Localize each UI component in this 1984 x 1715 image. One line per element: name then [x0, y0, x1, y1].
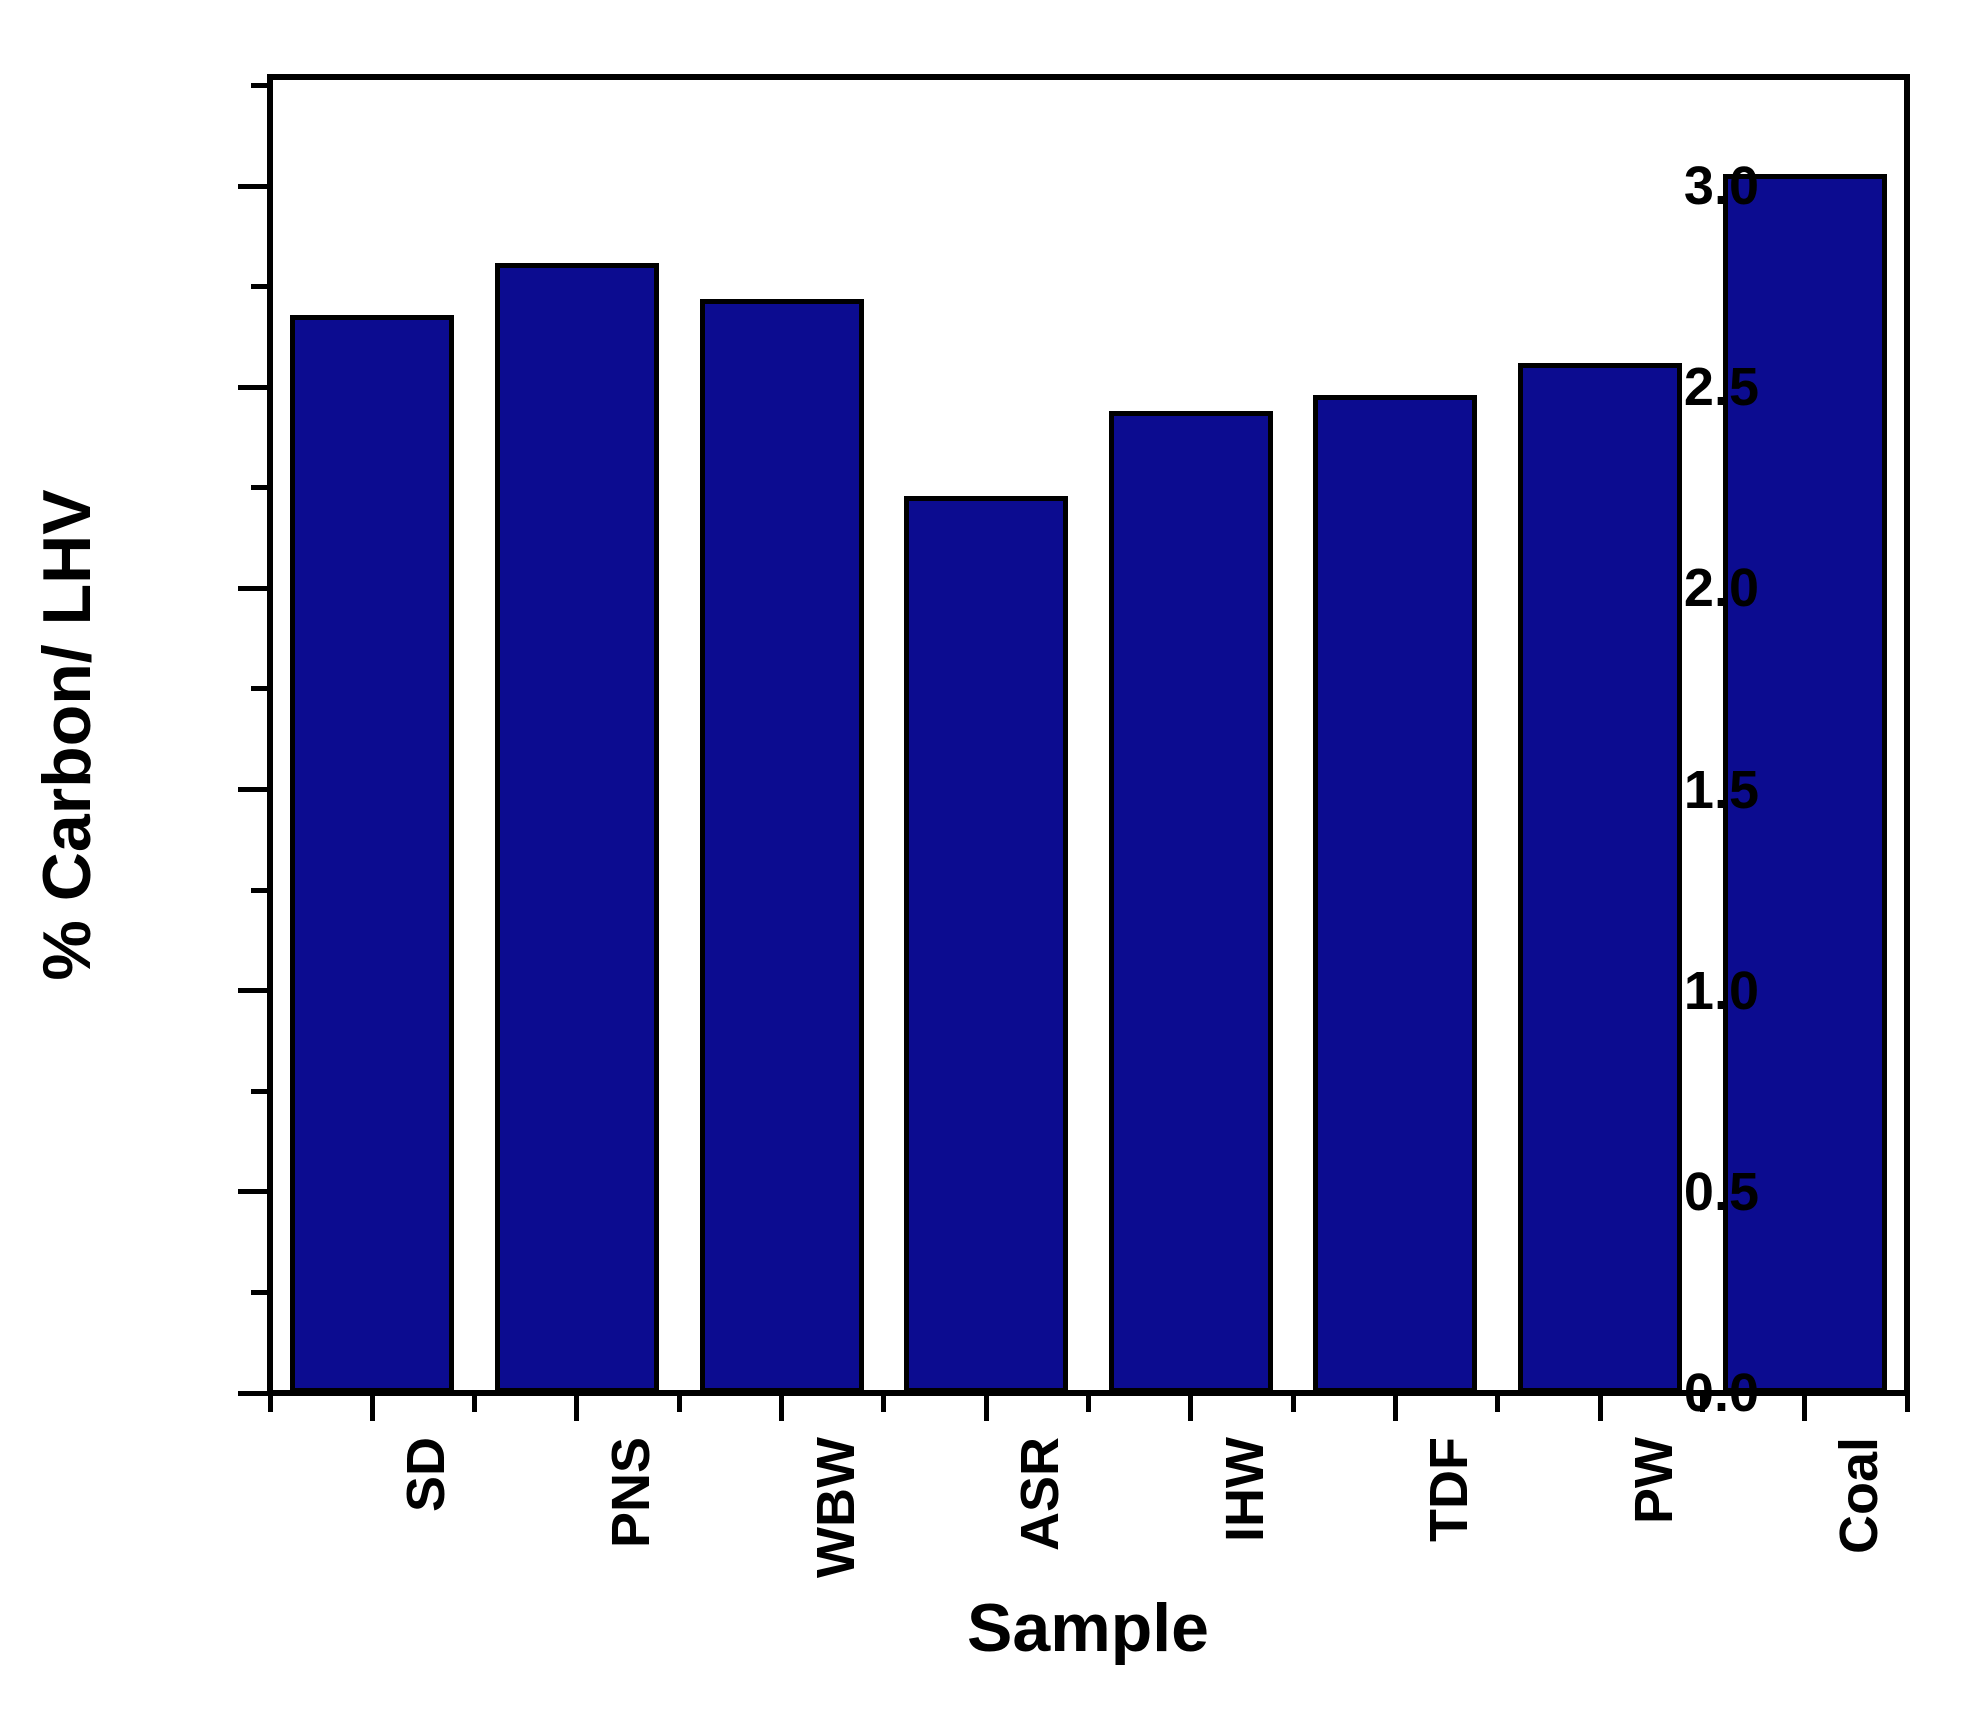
bar-coal	[1722, 173, 1887, 1393]
x-minor-tick	[1290, 1396, 1296, 1412]
bar-sd	[290, 314, 455, 1393]
x-minor-tick	[472, 1396, 478, 1412]
x-tick-label-coal: Coal	[1828, 1437, 1889, 1555]
x-major-tick-wbw	[779, 1396, 785, 1421]
bar-asr	[904, 495, 1069, 1393]
x-minor-tick	[881, 1396, 887, 1412]
x-major-tick-tdf	[1392, 1396, 1398, 1421]
y-tick-label-3.0: 3.0	[1683, 156, 1759, 216]
y-minor-tick	[251, 1088, 267, 1094]
y-tick-label-2.5: 2.5	[1683, 357, 1759, 418]
x-major-tick-pw	[1597, 1396, 1603, 1421]
y-major-tick-0.5	[238, 1189, 267, 1195]
x-tick-label-wbw: WBW	[805, 1437, 866, 1578]
x-major-tick-coal	[1802, 1396, 1808, 1421]
bar-ihw	[1108, 411, 1273, 1393]
y-minor-tick	[251, 887, 267, 893]
y-major-tick-3.0	[238, 183, 267, 189]
y-major-tick-1.0	[238, 988, 267, 994]
x-minor-tick	[1904, 1396, 1910, 1412]
y-tick-label-1.0: 1.0	[1683, 960, 1759, 1021]
x-minor-tick	[676, 1396, 682, 1412]
y-major-tick-2.5	[238, 384, 267, 390]
y-minor-tick	[251, 284, 267, 290]
y-axis-title: % Carbon/ LHV	[29, 489, 105, 981]
y-tick-label-0.0: 0.0	[1683, 1363, 1759, 1423]
y-minor-tick	[251, 1289, 267, 1295]
x-major-tick-pns	[574, 1396, 580, 1421]
bar-wbw	[699, 298, 864, 1393]
x-minor-tick	[1699, 1396, 1705, 1412]
x-axis-title: Sample	[967, 1590, 1209, 1666]
x-minor-tick	[1086, 1396, 1091, 1412]
x-tick-label-pw: PW	[1624, 1437, 1685, 1524]
y-major-tick-0.0	[238, 1390, 267, 1396]
y-minor-tick	[251, 686, 267, 692]
y-major-tick-2.0	[238, 585, 267, 591]
x-minor-tick	[267, 1396, 273, 1412]
y-minor-tick	[251, 485, 267, 491]
x-tick-label-ihw: IHW	[1214, 1437, 1275, 1542]
x-minor-tick	[1495, 1396, 1501, 1412]
x-major-tick-asr	[983, 1396, 989, 1421]
y-tick-label-1.5: 1.5	[1683, 759, 1759, 820]
x-major-tick-sd	[369, 1396, 375, 1421]
bar-pns	[494, 262, 659, 1393]
x-tick-label-pns: PNS	[600, 1437, 661, 1549]
bar-pw	[1518, 363, 1683, 1393]
x-tick-label-sd: SD	[396, 1437, 457, 1513]
y-tick-label-2.0: 2.0	[1683, 558, 1759, 619]
x-tick-label-asr: ASR	[1010, 1437, 1071, 1552]
x-tick-label-tdf: TDF	[1419, 1437, 1480, 1542]
x-major-tick-ihw	[1188, 1396, 1194, 1421]
y-major-tick-1.5	[238, 787, 267, 792]
bar-tdf	[1313, 395, 1478, 1393]
y-minor-tick	[251, 82, 267, 88]
y-tick-label-0.5: 0.5	[1683, 1161, 1759, 1222]
